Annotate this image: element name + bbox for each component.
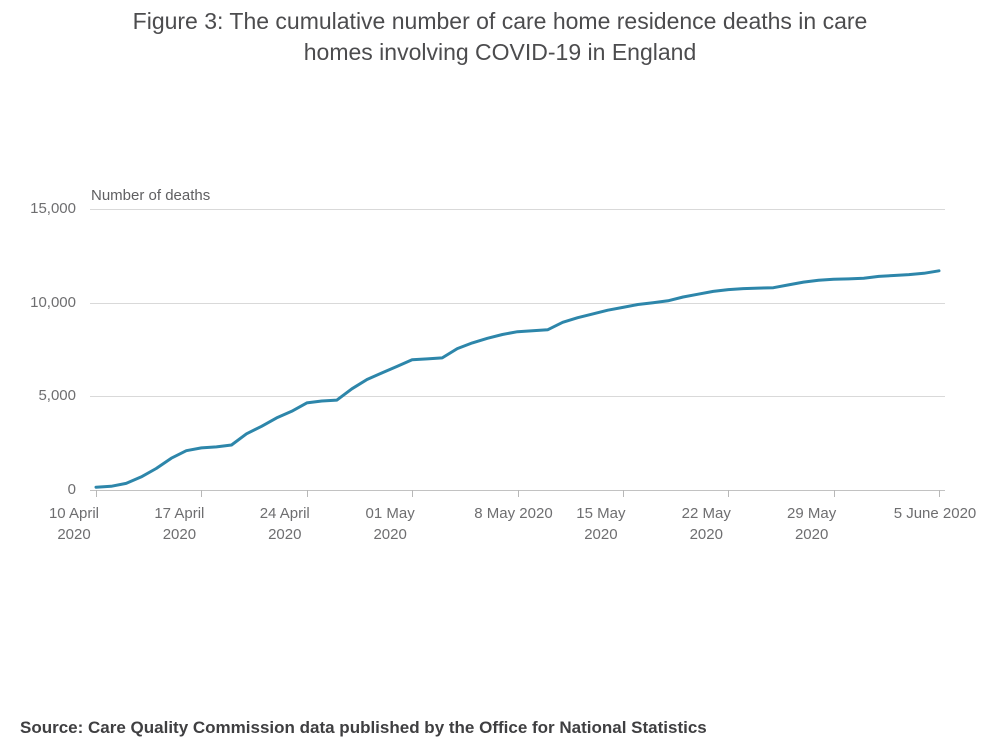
y-axis-tick-label: 10,000 [30, 293, 76, 311]
x-axis-tick-label-line1: 8 May 2020 [474, 505, 553, 522]
x-axis-tick-label-line2: 2020 [794, 526, 829, 543]
x-axis-tick-label-line1: 10 April [48, 505, 100, 522]
figure-title-line2: homes involving COVID-19 in England [303, 39, 697, 65]
x-axis-tick-label: 01 May 2020 [335, 503, 445, 545]
chart-canvas [90, 209, 945, 497]
x-axis-tick-label-line2: 2020 [57, 526, 91, 543]
x-axis-tick-label: 8 May 2020 [459, 503, 569, 524]
y-axis-tick-label: 0 [67, 481, 76, 498]
x-axis-tick-label: 24 April 2020 [230, 503, 340, 545]
x-axis-tick-label-line2: 2020 [268, 526, 302, 543]
figure-title-line1: Figure 3: The cumulative number of care … [132, 8, 868, 34]
x-axis-tick-label-line2: 2020 [689, 526, 723, 543]
x-axis-tick-label: 5 June 2020 [880, 503, 990, 524]
y-axis-tick-label: 15,000 [30, 200, 76, 217]
x-axis-tick-label-line1: 15 May [576, 505, 626, 522]
x-axis-tick-label: 29 May 2020 [757, 503, 867, 545]
x-axis-tick-label-line2: 2020 [584, 526, 618, 543]
x-axis-tick-label-line1: 24 April [259, 505, 310, 522]
x-axis-tick-label: 17 April 2020 [124, 503, 234, 545]
x-axis-tick-label-line2: 2020 [162, 526, 197, 543]
x-axis-tick-label-line1: 29 May [787, 505, 837, 522]
x-axis-tick-label: 22 May 2020 [651, 503, 761, 545]
y-axis-title: Number of deaths [91, 187, 211, 204]
x-axis-tick-label-line1: 17 April [154, 505, 205, 522]
figure-title: Figure 3: The cumulative number of care … [0, 6, 1000, 68]
x-axis-tick-label: 10 April 2020 [19, 503, 129, 545]
source-caption: Source: Care Quality Commission data pub… [20, 718, 707, 737]
x-axis-tick-label-line1: 22 May [681, 505, 731, 522]
data-series-line [94, 269, 941, 489]
x-axis-tick-label-line1: 5 June 2020 [893, 505, 977, 522]
x-axis-tick-label-line2: 2020 [373, 526, 407, 543]
x-axis-tick-label: 15 May 2020 [546, 503, 656, 545]
x-axis-tick-label-line1: 01 May [365, 505, 415, 522]
y-axis-tick-label: 5,000 [38, 387, 76, 405]
